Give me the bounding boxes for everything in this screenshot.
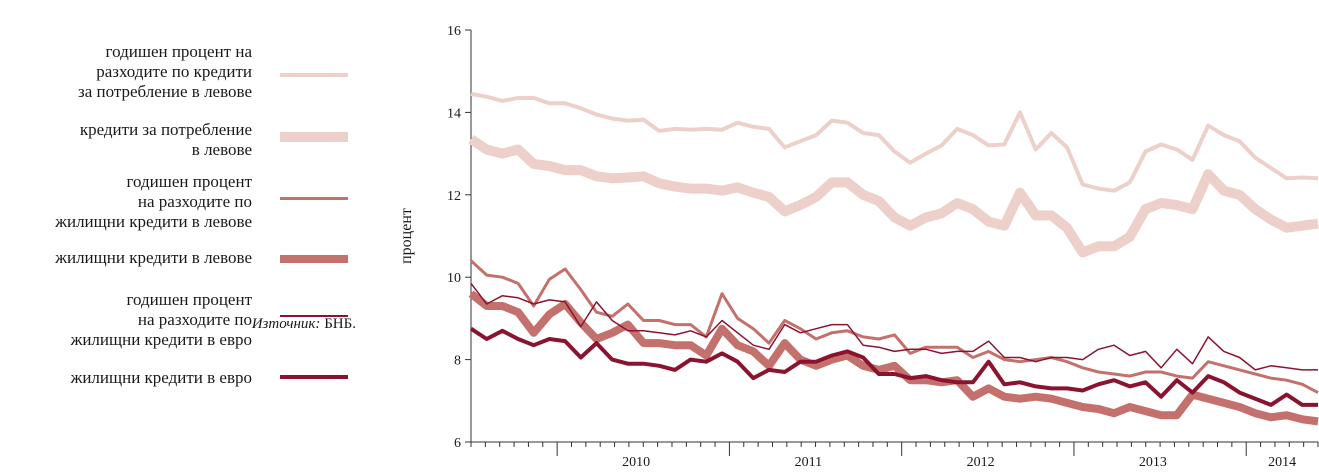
- legend-swatch: [280, 255, 348, 263]
- series-5: [470, 282, 1318, 371]
- y-tick-label: 10: [447, 271, 461, 286]
- legend-label-line: годишен процент: [126, 172, 252, 191]
- series-6: [469, 327, 1318, 407]
- source-note: Източник: БНБ.: [252, 316, 356, 333]
- series-4: [468, 290, 1319, 426]
- legend-label-line: кредити за потребление: [79, 120, 252, 139]
- legend-label-line: на разходите по: [137, 192, 252, 211]
- legend-label: кредити за потребление в левове: [80, 120, 252, 160]
- y-tick-label: 6: [454, 436, 461, 451]
- legend-label-line: жилищни кредити в евро: [70, 368, 252, 387]
- series-layer: [468, 91, 1319, 426]
- series-line: [468, 135, 1319, 258]
- legend-swatch: [280, 196, 348, 200]
- series-3: [469, 259, 1319, 394]
- legend-label: годишен процент на разходите по кредити за…: [78, 42, 252, 102]
- y-tick-label: 14: [447, 106, 461, 121]
- legend-label-line: годишен процент на: [105, 42, 252, 61]
- series-2: [468, 135, 1319, 258]
- legend-label-line: жилищни кредити в левове: [55, 212, 252, 231]
- series-line: [469, 259, 1319, 394]
- source-label: Източник:: [251, 316, 321, 332]
- legend-swatch: [280, 132, 348, 142]
- series-line: [469, 327, 1318, 407]
- x-year-label: 2010: [622, 455, 650, 470]
- series-line: [468, 290, 1319, 426]
- legend-label-line: разходите по кредити: [96, 62, 252, 81]
- legend-label-line: за потребление в левове: [77, 82, 252, 101]
- legend-label: годишен процент на разходите по жилищни кр…: [71, 290, 252, 350]
- legend-label-line: жилищни кредити в евро: [70, 330, 252, 349]
- legend-label-line: в левове: [191, 140, 252, 159]
- x-year-label: 2013: [1139, 455, 1167, 470]
- x-year-label: 2011: [795, 455, 822, 470]
- series-1: [470, 91, 1319, 193]
- legend-swatch: [280, 73, 348, 77]
- line-chart: 6 8 10 12 14 16 процент 2010 2011 2012 2013 2014: [398, 24, 1319, 470]
- legend-label: годишен процент на разходите по жилищни кр…: [55, 172, 252, 232]
- axes: 6 8 10 12 14 16 процент 2010 2011 2012 2013 2014: [398, 24, 1319, 470]
- series-line: [470, 91, 1319, 193]
- series-line: [470, 282, 1318, 371]
- legend-label-line: на разходите по: [137, 310, 252, 329]
- y-tick-label: 12: [447, 189, 461, 204]
- y-tick-label: 16: [447, 24, 461, 39]
- legend-label-line: годишен процент: [126, 290, 252, 309]
- source-value: БНБ.: [324, 316, 356, 332]
- legend-label: жилищни кредити в левове: [55, 248, 252, 268]
- legend-label-line: жилищни кредити в левове: [55, 248, 252, 267]
- legend-label: жилищни кредити в евро: [71, 368, 252, 388]
- x-year-label: 2014: [1268, 455, 1296, 470]
- legend-swatch: [280, 315, 348, 317]
- legend-swatch: [280, 375, 348, 379]
- x-year-label: 2012: [967, 455, 995, 470]
- legend: годишен процент на разходите по кредити за…: [0, 0, 360, 473]
- y-tick-label: 8: [454, 354, 461, 369]
- y-axis-label: процент: [398, 208, 415, 264]
